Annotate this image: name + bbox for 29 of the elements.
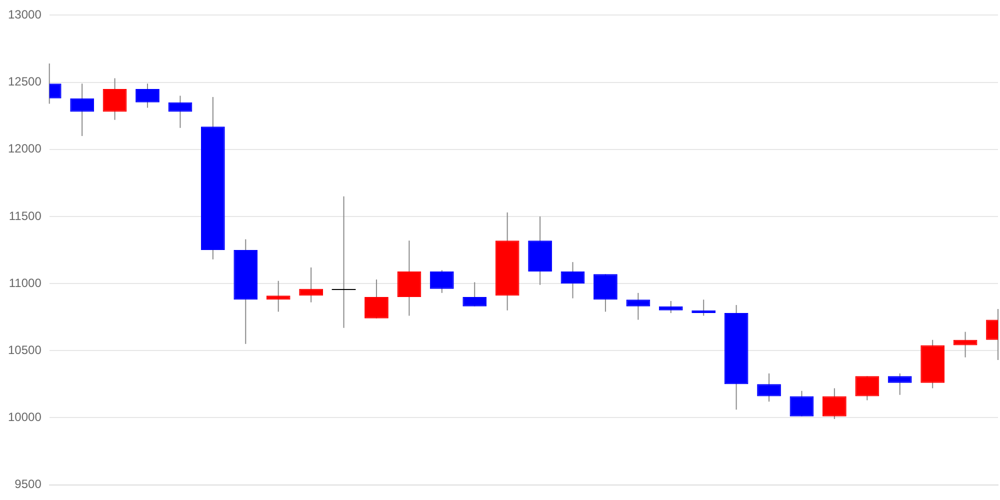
candlestick (266, 280, 290, 312)
candlestick (397, 240, 422, 316)
candlestick (855, 376, 880, 401)
y-tick-label: 12500 (8, 74, 42, 89)
candlestick (888, 372, 912, 396)
candlestick (822, 388, 846, 420)
candlestick (364, 279, 388, 319)
y-tick-label: 12000 (8, 142, 42, 156)
candlestick (136, 83, 160, 108)
candlestick (560, 262, 585, 299)
y-tick-label: 9500 (14, 477, 42, 492)
candlestick (757, 372, 781, 402)
candlestick (102, 78, 127, 120)
candlestick (462, 282, 487, 307)
candlestick (430, 270, 454, 294)
y-tick-label: 10500 (8, 342, 42, 357)
candlestick (658, 300, 683, 314)
candlestick (790, 390, 814, 417)
candlestick (70, 83, 94, 136)
y-tick-label: 13000 (8, 8, 42, 22)
candlestick (331, 196, 356, 328)
candlestick (626, 292, 650, 320)
candlestick (299, 266, 323, 303)
y-tick-label: 11500 (8, 208, 42, 223)
y-tick-label: 10000 (8, 410, 42, 424)
candlestick (168, 95, 192, 128)
candlestick (594, 274, 618, 312)
candlestick (953, 331, 978, 358)
y-tick-label: 11000 (8, 276, 42, 290)
